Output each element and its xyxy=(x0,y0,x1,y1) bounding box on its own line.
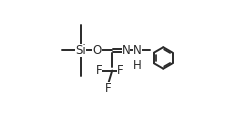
Text: Si: Si xyxy=(75,44,86,57)
Text: O: O xyxy=(92,44,102,57)
Text: F: F xyxy=(104,82,111,95)
Text: N: N xyxy=(122,44,131,57)
Text: F: F xyxy=(96,64,102,77)
Text: N: N xyxy=(133,44,142,57)
Text: H: H xyxy=(133,59,142,72)
Text: F: F xyxy=(117,64,124,77)
